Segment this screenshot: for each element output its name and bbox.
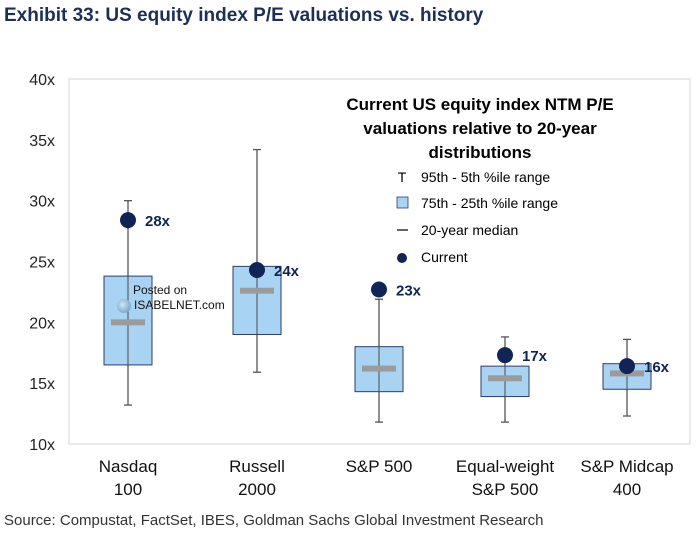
box-group: 23x xyxy=(354,281,422,423)
y-tick-label: 15x xyxy=(29,376,55,393)
x-category-label: Nasdaq xyxy=(99,457,158,476)
legend-item-box: 75th - 25th %ile range xyxy=(421,195,558,211)
current-value-label: 23x xyxy=(396,282,422,299)
x-category-label: S&P 500 xyxy=(472,480,539,499)
current-marker xyxy=(120,212,136,229)
median-marker xyxy=(111,319,145,326)
y-tick-label: 40x xyxy=(29,72,55,89)
y-tick-label: 25x xyxy=(29,255,55,272)
x-category-label: 100 xyxy=(114,480,142,499)
legend: Current US equity index NTM P/E valuatio… xyxy=(346,95,613,265)
box-group: 16x xyxy=(602,338,670,417)
current-marker xyxy=(619,358,635,375)
watermark: Posted on ISABELNET.com xyxy=(117,283,225,313)
y-axis: 10x 15x 20x 25x 30x 35x 40x xyxy=(29,72,55,454)
globe-icon xyxy=(117,298,131,313)
current-value-label: 16x xyxy=(644,359,670,376)
y-tick-label: 20x xyxy=(29,315,55,332)
page-title: Exhibit 33: US equity index P/E valuatio… xyxy=(4,5,484,26)
legend-current-icon xyxy=(397,253,407,263)
legend-title-line-1: Current US equity index NTM P/E xyxy=(346,95,613,114)
source-note: Source: Compustat, FactSet, IBES, Goldma… xyxy=(4,512,544,529)
legend-title-line-2: valuations relative to 20-year xyxy=(363,119,597,138)
x-axis: Nasdaq 100 Russell 2000 S&P 500 Equal-weight S… xyxy=(99,457,674,499)
current-marker xyxy=(497,347,513,364)
box-group: 24x xyxy=(232,148,300,373)
y-tick-label: 30x xyxy=(29,194,55,211)
y-tick-label: 35x xyxy=(29,133,55,150)
box-series: 28x 24x 23x 17x 16x xyxy=(103,148,670,423)
median-marker xyxy=(488,375,522,382)
watermark-line-2: ISABELNET.com xyxy=(134,298,225,312)
plot-area-frame xyxy=(68,78,691,445)
box-group: 28x xyxy=(103,200,171,406)
legend-box-icon xyxy=(396,196,409,209)
legend-item-current: Current xyxy=(421,249,468,265)
y-tick-label: 10x xyxy=(29,437,55,454)
box-group: 17x xyxy=(480,336,548,423)
watermark-line-1: Posted on xyxy=(133,283,188,297)
x-category-label: 2000 xyxy=(238,480,276,499)
x-category-label: Equal-weight xyxy=(456,457,555,476)
x-category-label: S&P Midcap xyxy=(580,457,673,476)
median-marker xyxy=(362,365,396,372)
x-category-label: S&P 500 xyxy=(346,457,413,476)
current-value-label: 24x xyxy=(274,263,300,280)
current-marker xyxy=(371,281,387,298)
legend-whisker-icon: T xyxy=(398,169,407,185)
legend-title-line-3: distributions xyxy=(429,143,532,162)
legend-item-whisker: 95th - 5th %ile range xyxy=(421,169,550,185)
current-value-label: 28x xyxy=(145,213,171,230)
x-category-label: Russell xyxy=(229,457,285,476)
current-marker xyxy=(249,262,265,279)
median-marker xyxy=(240,287,274,294)
current-value-label: 17x xyxy=(522,348,548,365)
x-category-label: 400 xyxy=(613,480,641,499)
legend-item-median: 20-year median xyxy=(421,222,518,238)
